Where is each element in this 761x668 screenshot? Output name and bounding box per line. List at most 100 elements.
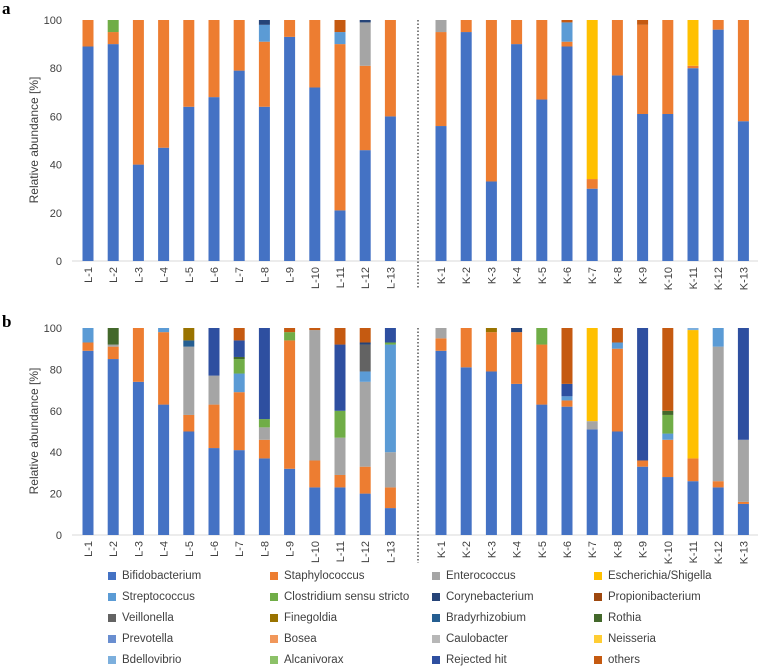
bar-segment [183, 328, 195, 341]
legend-label: Escherichia/Shigella [608, 570, 712, 582]
bar-segment [737, 439, 749, 502]
bar-segment [611, 328, 623, 343]
legend-label: Corynebacterium [446, 591, 534, 603]
bar-segment [208, 97, 220, 262]
bar-segment [82, 20, 94, 47]
bar-segment [359, 342, 371, 345]
x-tick-label: K-5 [537, 541, 549, 558]
bar-segment [359, 344, 371, 372]
bar-segment [233, 392, 245, 451]
bar-segment [132, 20, 144, 165]
bar-segment [359, 65, 371, 151]
bar-segment [359, 466, 371, 494]
bar-segment [208, 328, 220, 376]
legend-item: Alcanivorax [270, 654, 343, 666]
bar-segment [258, 439, 270, 459]
bar-segment [485, 328, 497, 333]
bar-segment [258, 427, 270, 440]
bar-segment [637, 466, 649, 535]
legend-item: Neisseria [594, 633, 656, 645]
bar-segment [359, 371, 371, 382]
bar-segment [511, 20, 523, 45]
bar-segment [662, 433, 674, 440]
bar-segment [712, 328, 724, 347]
x-tick-label: L-2 [108, 541, 120, 557]
bar-segment [384, 20, 396, 117]
y-tick-label: 20 [50, 489, 62, 501]
x-tick-label: K-2 [461, 541, 473, 558]
legend-label: Prevotella [122, 633, 174, 645]
y-tick-label: 0 [56, 256, 62, 268]
x-tick-label: L-13 [385, 267, 397, 289]
legend-label: Bdellovibrio [122, 654, 182, 666]
bar-segment [208, 375, 220, 405]
bar-segment [284, 328, 296, 333]
bar-segment [359, 20, 371, 23]
bar-segment [511, 328, 523, 333]
bar-segment [183, 431, 195, 535]
legend-swatch [270, 572, 278, 580]
bar-segment [384, 487, 396, 509]
y-tick-label: 40 [50, 160, 62, 172]
bar-segment [258, 106, 270, 261]
bar-segment [233, 373, 245, 393]
legend-label: Clostridium sensu stricto [284, 591, 410, 603]
bar-segment [258, 419, 270, 428]
x-tick-label: L-9 [285, 267, 297, 283]
x-tick-label: L-7 [234, 541, 246, 557]
legend-swatch [594, 635, 602, 643]
legend-item: Finegoldia [270, 612, 337, 624]
bar-segment [334, 474, 346, 488]
bar-segment [687, 68, 699, 261]
x-tick-label: K-13 [738, 541, 750, 564]
legend-swatch [108, 614, 116, 622]
legend-item: Escherichia/Shigella [594, 570, 712, 582]
bar-segment [687, 20, 699, 66]
bar-segment [334, 328, 346, 345]
legend-label: Bosea [284, 633, 317, 645]
legend-label: Staphylococcus [284, 570, 365, 582]
bar-segment [637, 24, 649, 114]
bar-segment [511, 44, 523, 261]
bar-segment [233, 70, 245, 261]
bar-segment [309, 20, 321, 88]
x-tick-label: L-4 [159, 541, 171, 557]
bar-segment [737, 503, 749, 535]
x-tick-label: L-7 [234, 267, 246, 283]
x-tick-label: L-5 [184, 541, 196, 557]
bar-segment [82, 350, 94, 535]
x-tick-label: L-6 [209, 267, 221, 283]
bar-segment [737, 121, 749, 261]
bar-segment [284, 332, 296, 341]
bar-segment [284, 340, 296, 469]
x-tick-label: K-4 [512, 267, 524, 284]
bar-segment [334, 210, 346, 261]
bar-segment [284, 468, 296, 535]
x-tick-label: K-12 [713, 267, 725, 290]
x-tick-label: K-9 [638, 541, 650, 558]
bar-segment [460, 367, 472, 535]
x-tick-label: K-6 [562, 541, 574, 558]
legend-item: Propionibacterium [594, 591, 701, 603]
bar-segment [258, 41, 270, 107]
bar-segment [359, 381, 371, 467]
legend-swatch [270, 593, 278, 601]
bar-segment [435, 328, 447, 339]
bar-segment [258, 328, 270, 420]
bar-segment [586, 429, 598, 535]
bar-segment [233, 450, 245, 535]
bar-segment [511, 332, 523, 384]
legend-item: Caulobacter [432, 633, 508, 645]
legend-swatch [594, 614, 602, 622]
bar-segment [384, 342, 396, 345]
bar-segment [561, 46, 573, 262]
bar-segment [485, 20, 497, 182]
bar-segment [309, 460, 321, 488]
x-tick-label: K-3 [486, 267, 498, 284]
bar-segment [662, 410, 674, 415]
bar-segment [536, 99, 548, 261]
bar-segment [258, 458, 270, 535]
bar-segment [611, 75, 623, 262]
bar-segment [561, 41, 573, 47]
legend-swatch [108, 572, 116, 580]
